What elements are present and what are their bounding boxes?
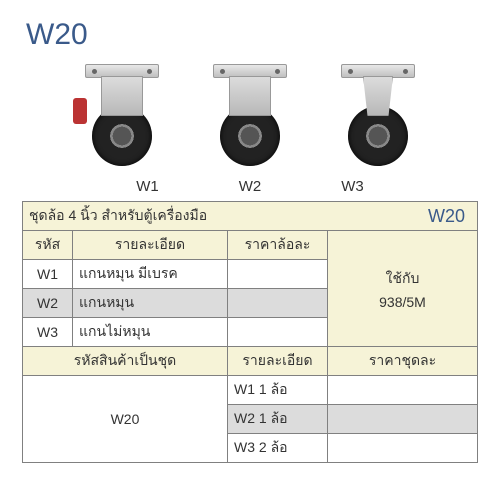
spec-table: ชุดล้อ 4 นิ้ว สำหรับตู้เครื่องมือ W20 รห… [22,201,478,463]
side-note-line1: ใช้กับ [334,268,471,290]
side-note-line2: 938/5M [334,294,471,310]
cell-price [328,376,478,405]
table1-title: ชุดล้อ 4 นิ้ว สำหรับตู้เครื่องมือ [23,202,328,231]
label-w2: W2 [239,178,262,195]
cell-detail: แกนไม่หมุน [73,318,228,347]
cell-detail: W2 1 ล้อ [228,405,328,434]
set-code: W20 [23,376,228,463]
cell-detail: W1 1 ล้อ [228,376,328,405]
side-note: ใช้กับ 938/5M [328,231,478,347]
image-labels: W1 W2 W3 [22,178,478,195]
wheel-w3-image [333,64,423,174]
label-w3: W3 [341,178,364,195]
wheel-w1-image [77,64,167,174]
table1-code: W20 [328,202,478,231]
cell-detail: W3 2 ล้อ [228,434,328,463]
col-detail2: รายละเอียด [228,347,328,376]
col-code: รหัส [23,231,73,260]
cell-detail: แกนหมุน มีเบรค [73,260,228,289]
cell-price [228,260,328,289]
cell-code: W1 [23,260,73,289]
cell-price [328,405,478,434]
cell-price [328,434,478,463]
col-price-each: ราคาล้อละ [228,231,328,260]
table-row: W20 W1 1 ล้อ [23,376,478,405]
cell-code: W2 [23,289,73,318]
page-title: W20 [26,18,478,52]
col-detail: รายละเอียด [73,231,228,260]
cell-detail: แกนหมุน [73,289,228,318]
col-price-set: ราคาชุดละ [328,347,478,376]
cell-price [228,289,328,318]
cell-price [228,318,328,347]
label-w1: W1 [136,178,159,195]
product-images [22,64,478,174]
wheel-w2-image [205,64,295,174]
cell-code: W3 [23,318,73,347]
col-setcode: รหัสสินค้าเป็นชุด [23,347,228,376]
